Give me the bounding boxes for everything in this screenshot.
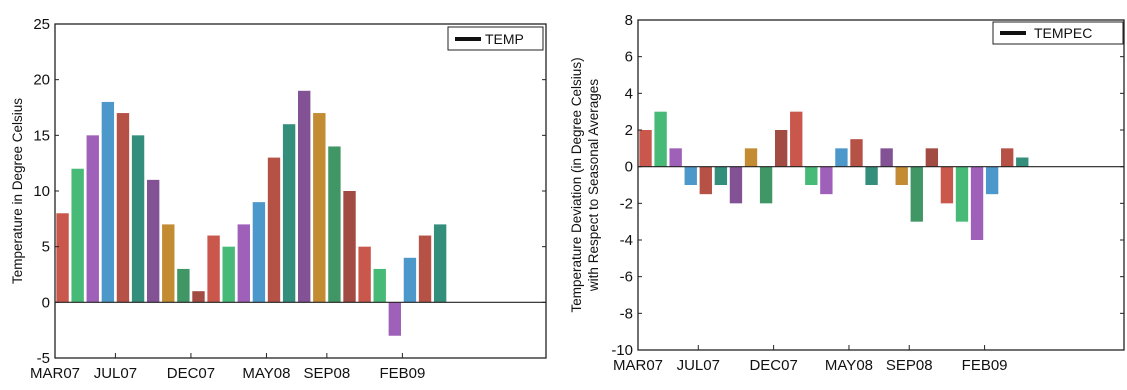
x-ticks: MAR07 JUL07 DEC07 MAY08 SEP08 FEB09	[613, 345, 1008, 374]
x-tick-label: MAR07	[613, 357, 663, 374]
y-tick-label: 4	[625, 85, 633, 102]
chart-tempec: -10 -8 -6 -4 -2 0 2 4 6 8 MAR07 JUL07 DEC07 MAY08 SEP…	[569, 12, 1125, 374]
legend-label: TEMP	[485, 31, 524, 47]
y-ticks: -10 -8 -6 -4 -2 0 2 4 6 8	[611, 12, 1124, 359]
x-tick-label: DEC07	[749, 357, 797, 374]
bar-mar07	[56, 213, 69, 303]
bar-jun07	[101, 101, 115, 303]
y-tick-label: -10	[611, 342, 633, 359]
x-tick-label: FEB09	[379, 365, 425, 382]
bar-oct07	[744, 148, 758, 167]
bar-nov07	[177, 268, 190, 303]
y-tick-label: 20	[33, 72, 50, 89]
y-axis-label-2: with Respect to Seasonal Averages	[586, 79, 601, 292]
y-tick-label: -2	[620, 195, 633, 212]
bar-jan09	[388, 302, 402, 336]
legend: TEMPEC	[992, 21, 1124, 45]
y-tick-label: -6	[620, 269, 633, 286]
bar-apr07	[71, 168, 84, 303]
bar-dec07	[774, 130, 788, 167]
y-axis-label: Temperature in Degree Celsius	[10, 98, 25, 284]
bar-dec08	[955, 166, 969, 222]
bar-may08	[267, 157, 281, 303]
bar-nov08	[940, 166, 954, 204]
y-tick-label: 15	[33, 127, 50, 144]
legend: TEMP	[447, 26, 544, 51]
y-tick-label: -5	[37, 350, 50, 367]
bar-jul08	[880, 148, 893, 167]
y-tick-label: 0	[625, 159, 633, 176]
bar-aug07	[131, 135, 145, 303]
bar-may07	[86, 135, 99, 303]
bar-apr08	[252, 202, 266, 303]
bar-mar08	[820, 166, 833, 195]
plot-frame	[637, 19, 1125, 351]
bar-jul07	[699, 166, 712, 195]
bar-aug07	[714, 166, 728, 185]
bar-dec08	[373, 268, 386, 303]
bar-apr07	[654, 111, 667, 167]
x-ticks: MAR07 JUL07 DEC07 MAY08 SEP08 FEB09	[30, 353, 425, 382]
chart-temp: -5 0 5 10 15 20 25 MAR07 JUL07 DEC07 MAY08 SEP08 FE…	[10, 16, 547, 382]
bar-oct07	[162, 224, 175, 303]
bar-jul07	[116, 113, 130, 303]
x-tick-label: MAY08	[825, 357, 873, 374]
y-tick-label: 0	[42, 294, 50, 311]
x-tick-label: MAR07	[30, 365, 80, 382]
bar-jun07	[684, 166, 697, 185]
bar-jan08	[790, 111, 803, 167]
bar-mar09	[418, 235, 432, 303]
bar-nov08	[358, 246, 371, 303]
y-tick-label: 2	[625, 122, 633, 139]
y-tick-label: 5	[42, 239, 50, 256]
bars-temp	[56, 90, 447, 336]
bar-jan08	[207, 235, 220, 303]
x-tick-label: SEP08	[886, 357, 933, 374]
bars-tempec	[639, 111, 1029, 240]
bar-jul08	[298, 90, 311, 303]
bar-sep07	[146, 179, 160, 303]
bar-may08	[850, 139, 863, 167]
bar-feb09	[403, 257, 417, 303]
bar-aug08	[313, 113, 326, 303]
bar-sep08	[328, 146, 341, 303]
bar-apr09	[1016, 157, 1029, 167]
y-tick-label: 10	[33, 183, 50, 200]
y-axis-label: Temperature Deviation (in Degree Celsius…	[569, 57, 584, 312]
bar-oct08	[925, 148, 939, 167]
bar-apr09	[433, 224, 447, 303]
y-ticks: -5 0 5 10 15 20 25	[33, 16, 546, 367]
y-tick-label: -4	[620, 232, 633, 249]
y-tick-label: -8	[620, 305, 633, 322]
x-tick-label: FEB09	[962, 357, 1008, 374]
bar-jun08	[865, 166, 878, 185]
bar-nov07	[759, 166, 773, 204]
y-tick-label: 8	[625, 12, 633, 29]
bar-mar07	[639, 130, 652, 167]
bar-feb08	[805, 166, 818, 185]
bar-aug08	[895, 166, 908, 185]
y-tick-label: 6	[625, 49, 633, 66]
bar-mar08	[237, 224, 250, 303]
bar-feb08	[222, 246, 235, 303]
bar-mar09	[1001, 148, 1014, 167]
bar-apr08	[835, 148, 848, 167]
x-tick-label: JUL07	[677, 357, 720, 374]
bar-jan09	[970, 166, 984, 240]
x-tick-label: DEC07	[167, 365, 215, 382]
bar-oct08	[343, 191, 356, 303]
bar-sep08	[910, 166, 923, 222]
bar-jun08	[282, 124, 296, 303]
x-tick-label: MAY08	[242, 365, 290, 382]
legend-label: TEMPEC	[1034, 25, 1092, 41]
x-tick-label: JUL07	[94, 365, 137, 382]
x-tick-label: SEP08	[304, 365, 351, 382]
bar-may07	[669, 148, 682, 167]
bar-dec07	[192, 291, 205, 303]
bar-sep07	[729, 166, 743, 204]
y-tick-label: 25	[33, 16, 50, 33]
bar-feb09	[985, 166, 999, 195]
